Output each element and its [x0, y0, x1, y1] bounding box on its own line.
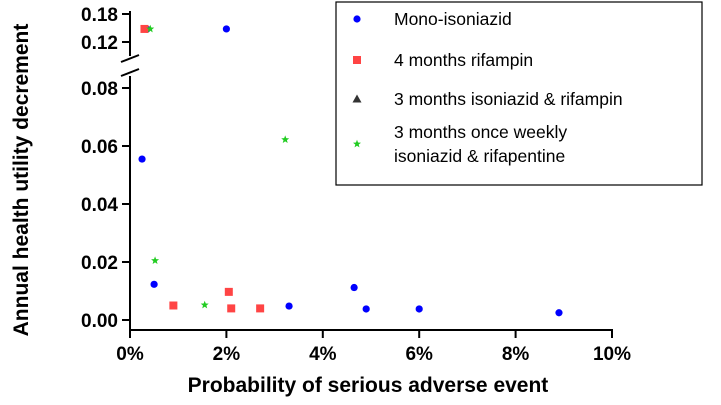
star-point — [200, 300, 209, 309]
y-tick-label: 0.08 — [81, 79, 118, 100]
legend-label: Mono-isoniazid — [394, 9, 512, 29]
square-point — [140, 24, 149, 33]
y-axis-title: Annual health utility decrement — [10, 24, 33, 337]
legend: Mono-isoniazid 4 months rifampin 3 months … — [335, 1, 703, 186]
circle-point — [555, 309, 563, 317]
y-tick-label: 0.04 — [81, 195, 118, 216]
axes: 0.00 0.02 0.04 0.06 0.08 0.12 0.18 0% 2% 4% 6% 8% 10… — [81, 5, 631, 365]
circle-point — [222, 25, 230, 33]
y-axis-break-mark — [120, 68, 140, 77]
legend-label: isoniazid & rifapentine — [394, 146, 565, 166]
y-axis-break-mark — [120, 54, 140, 63]
legend-label: 3 months isoniazid & rifampin — [394, 89, 623, 109]
star-point — [281, 135, 290, 144]
square-point — [227, 304, 236, 313]
y-tick-label: 0.06 — [81, 137, 118, 158]
x-tick-label: 2% — [213, 344, 241, 365]
legend-square-marker — [353, 56, 361, 64]
square-point — [169, 301, 178, 310]
y-tick-label: 0.18 — [81, 5, 118, 26]
circle-point — [362, 305, 370, 313]
circle-point — [150, 280, 158, 288]
y-tick-label: 0.02 — [81, 253, 118, 274]
x-tick-label: 0% — [116, 344, 144, 365]
x-tick-label: 4% — [309, 344, 337, 365]
star-point — [151, 256, 160, 264]
x-axis-title: Probability of serious adverse event — [188, 374, 549, 397]
circle-point — [350, 283, 358, 292]
x-tick-label: 6% — [405, 344, 433, 365]
circle-point — [138, 155, 146, 163]
legend-circle-marker — [353, 15, 361, 23]
x-tick-label: 8% — [502, 344, 530, 365]
y-tick-label: 0.00 — [81, 311, 118, 332]
legend-label: 4 months rifampin — [394, 50, 533, 70]
x-tick-label: 10% — [593, 344, 631, 365]
legend-box — [335, 1, 703, 186]
legend-label: 3 months once weekly — [394, 122, 567, 142]
data-points — [138, 24, 563, 317]
square-point — [224, 287, 233, 296]
legend-triangle-marker — [352, 94, 362, 103]
circle-point — [415, 305, 423, 313]
square-point — [256, 304, 265, 313]
star-point — [146, 24, 155, 33]
legend-star-marker — [353, 139, 361, 148]
circle-point — [285, 302, 293, 310]
y-tick-label: 0.12 — [81, 33, 118, 54]
